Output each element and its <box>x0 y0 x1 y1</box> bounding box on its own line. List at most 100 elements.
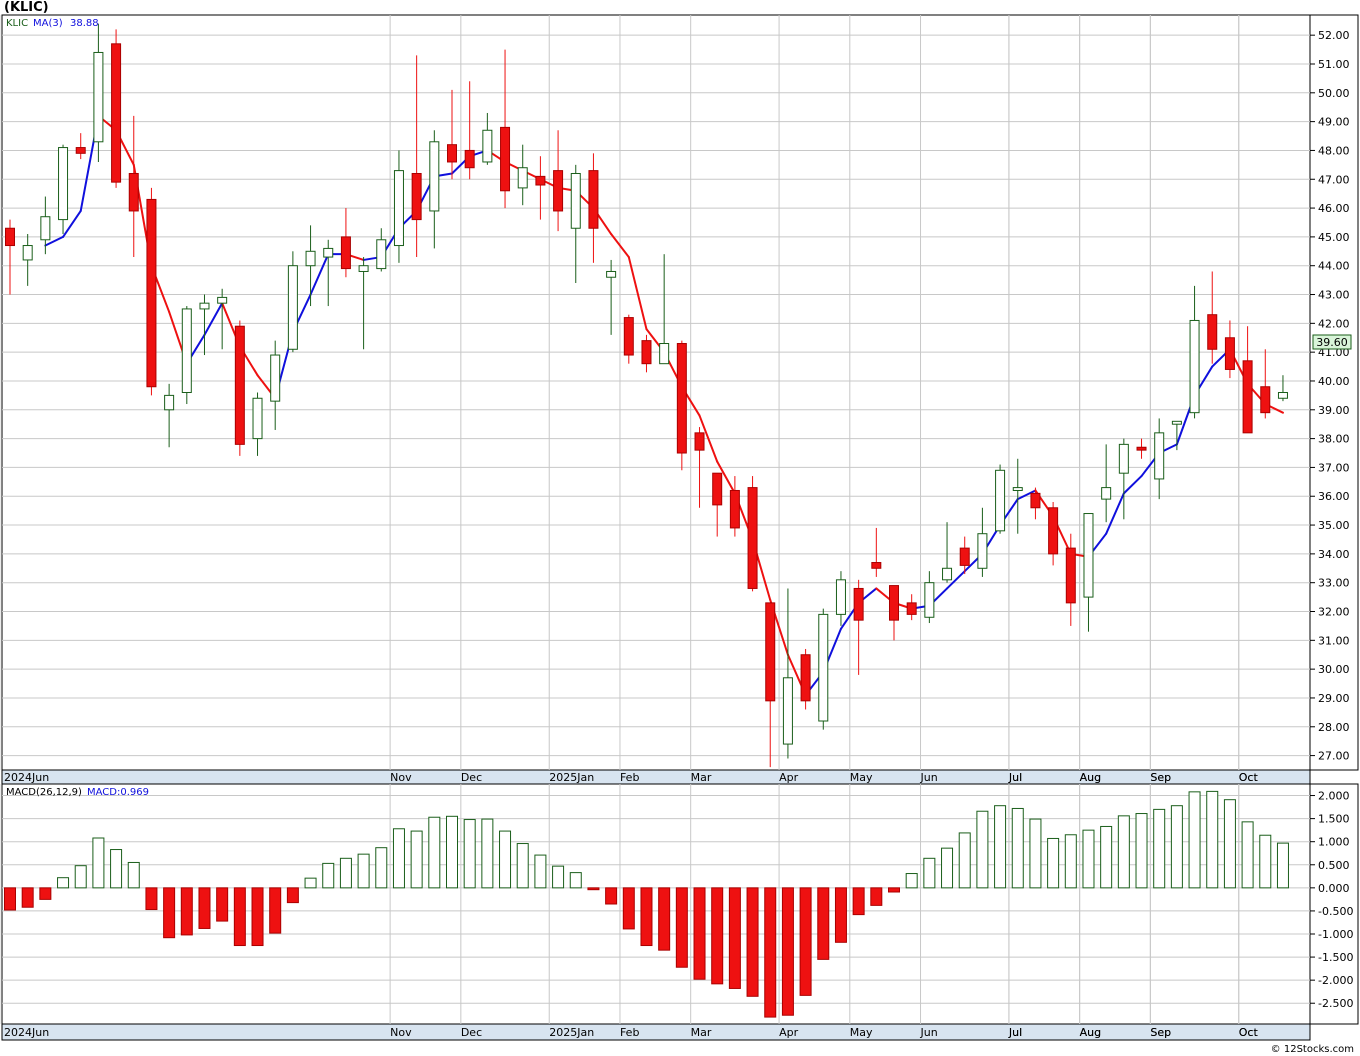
candle-body <box>517 167 528 189</box>
candle <box>889 585 899 641</box>
candle-body <box>287 265 298 350</box>
candlesticks <box>5 23 1288 768</box>
candle-body <box>340 236 351 270</box>
candle <box>906 594 917 621</box>
candle <box>959 536 970 575</box>
macd-bar <box>481 818 494 889</box>
macd-bar <box>976 810 989 889</box>
price-tick-label: 40.00 <box>1318 375 1350 388</box>
macd-tick-label: -1.000 <box>1318 928 1353 941</box>
candle <box>1224 320 1235 379</box>
x-axis-label: 2025Jan <box>549 771 594 784</box>
candle-body <box>464 149 475 169</box>
candle-body <box>906 602 917 615</box>
macd-bar <box>233 887 246 947</box>
macd-bar <box>888 887 900 893</box>
candle-body <box>1189 319 1200 414</box>
candle-body <box>1207 314 1218 350</box>
price-tick-label: 27.00 <box>1318 750 1350 763</box>
macd-tick-label: 0.000 <box>1318 882 1350 895</box>
x-axis-label: Mar <box>691 1026 712 1039</box>
candle-body <box>588 170 599 229</box>
macd-bar <box>1206 790 1219 889</box>
x-axis-label: Aug <box>1080 1026 1101 1039</box>
price-tick-label: 28.00 <box>1318 721 1350 734</box>
candle <box>75 133 86 160</box>
candle-body <box>1101 487 1112 500</box>
macd-bar <box>269 887 282 934</box>
candle <box>588 153 599 263</box>
candle <box>181 306 192 405</box>
macd-bar <box>923 857 936 889</box>
macd-bar <box>605 887 618 905</box>
legend-ma-value: 38.88 <box>70 18 99 29</box>
candle-body <box>606 270 617 278</box>
price-tick-label: 38.00 <box>1318 433 1350 446</box>
macd-bar <box>852 887 865 916</box>
candle <box>1101 444 1112 523</box>
candle <box>340 208 351 278</box>
x-axis-label: Nov <box>390 1026 412 1039</box>
price-tick-label: 51.00 <box>1318 58 1350 71</box>
candle-body <box>694 432 705 451</box>
candle-body <box>889 585 899 621</box>
macd-bar <box>499 830 512 889</box>
x-axis-label: 2024Jun <box>4 1026 49 1039</box>
x-axis-label: Jul <box>1008 1026 1022 1039</box>
macd-bar <box>428 816 441 889</box>
candle-body <box>181 308 192 394</box>
candle <box>1048 502 1059 566</box>
candle <box>1083 513 1094 632</box>
candle <box>712 472 723 537</box>
ma-segment <box>1105 492 1125 535</box>
macd-tick-label: 0.500 <box>1318 859 1350 872</box>
macd-bar <box>1135 813 1148 889</box>
x-axis-label: Dec <box>461 771 482 784</box>
macd-bar <box>834 887 847 943</box>
x-axis-label: Dec <box>461 1026 482 1039</box>
macd-bar <box>1223 799 1236 889</box>
ma-segment <box>62 209 82 238</box>
candle-body <box>1012 487 1023 491</box>
price-tick-label: 34.00 <box>1318 548 1350 561</box>
macd-bar <box>110 849 123 889</box>
candle <box>1189 285 1200 419</box>
ma-segment <box>1122 475 1143 495</box>
candle-body <box>800 654 811 702</box>
macd-bar <box>587 887 600 891</box>
candle <box>977 507 988 577</box>
macd-bar <box>286 887 299 904</box>
candle <box>535 156 546 220</box>
macd-bar <box>463 819 476 889</box>
x-axis-label: Aug <box>1080 771 1101 784</box>
chart-title: (KLIC) <box>4 0 49 15</box>
candle <box>570 164 581 283</box>
price-tick-label: 32.00 <box>1318 606 1350 619</box>
candle <box>676 340 687 471</box>
candle <box>995 464 1006 534</box>
candle <box>447 89 457 180</box>
macd-panel <box>1 783 1311 1025</box>
macd-bar <box>658 887 671 951</box>
macd-tick-label: 1.500 <box>1318 813 1350 826</box>
price-tick-label: 52.00 <box>1318 29 1350 42</box>
candle-body <box>411 172 422 221</box>
macd-bar <box>1117 815 1130 889</box>
candle <box>164 383 175 448</box>
macd-bar <box>92 837 105 889</box>
macd-bar <box>941 847 954 889</box>
macd-x-axis <box>1 1023 1311 1041</box>
x-axis-label: Jul <box>1008 771 1022 784</box>
candle-body <box>1224 337 1235 370</box>
macd-bar <box>1064 834 1077 889</box>
macd-bar <box>569 872 582 889</box>
macd-bar <box>1011 807 1024 889</box>
macd-bar <box>74 865 87 889</box>
candle-body <box>942 567 953 581</box>
candle-body <box>128 172 139 212</box>
macd-bar <box>1259 834 1272 889</box>
macd-bar <box>905 873 918 889</box>
candle-body <box>1118 443 1129 474</box>
macd-bar <box>870 887 883 906</box>
candle <box>1207 271 1218 364</box>
